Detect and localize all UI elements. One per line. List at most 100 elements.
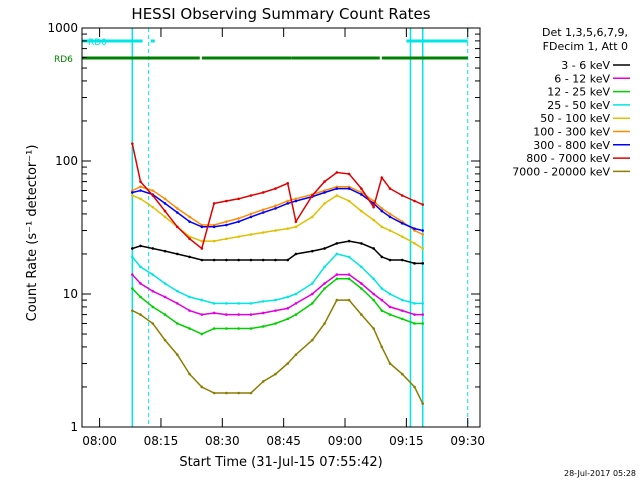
legend-entry-label: 6 - 12 keV xyxy=(554,72,610,85)
data-point xyxy=(294,353,298,356)
footer-timestamp: 28-Jul-2017 05:28 xyxy=(564,469,636,478)
data-point xyxy=(176,353,179,356)
data-point xyxy=(335,194,339,197)
series-line-4 xyxy=(132,194,424,250)
data-point xyxy=(360,193,363,196)
data-point xyxy=(274,298,277,302)
legend-entry-label: 800 - 7000 keV xyxy=(526,152,610,165)
data-point xyxy=(335,185,339,189)
data-point xyxy=(212,391,216,395)
data-point xyxy=(323,287,326,290)
data-point xyxy=(400,309,404,312)
data-point xyxy=(413,262,416,265)
data-point xyxy=(372,247,375,250)
y-tick-label: 10 xyxy=(63,287,78,301)
chart-title: HESSI Observing Summary Count Rates xyxy=(131,5,430,23)
data-point xyxy=(323,282,326,285)
data-point xyxy=(261,211,265,214)
data-point xyxy=(200,223,204,227)
data-point xyxy=(347,298,351,302)
data-point xyxy=(294,313,298,316)
data-point xyxy=(131,309,134,312)
data-point xyxy=(261,208,265,212)
data-point xyxy=(163,197,167,201)
data-point xyxy=(131,189,134,192)
data-point xyxy=(163,313,167,316)
series-line-1 xyxy=(131,273,423,316)
legend-entry-label: 7000 - 20000 keV xyxy=(512,165,610,178)
data-point xyxy=(139,295,142,299)
plot-frame xyxy=(81,27,481,428)
data-point xyxy=(400,222,404,225)
data-point xyxy=(225,327,228,330)
legend-entry-label: 100 - 300 keV xyxy=(533,126,610,139)
data-point xyxy=(286,181,290,185)
data-point xyxy=(131,273,134,276)
data-point xyxy=(261,325,265,328)
data-point xyxy=(176,322,179,325)
data-point xyxy=(237,235,240,238)
data-point xyxy=(400,235,404,238)
data-point xyxy=(261,191,265,194)
data-point xyxy=(294,220,298,223)
series-line-3 xyxy=(131,253,423,305)
series-line-8 xyxy=(131,299,424,404)
data-point xyxy=(421,402,425,405)
data-point xyxy=(139,180,142,183)
data-point xyxy=(274,204,277,208)
data-point xyxy=(294,197,298,201)
data-point xyxy=(286,317,290,321)
legend-entry-label: 3 - 6 keV xyxy=(561,59,610,72)
x-tick-label: 09:00 xyxy=(328,434,363,448)
data-point xyxy=(274,372,277,376)
x-tick-label: 08:00 xyxy=(82,434,117,448)
data-point xyxy=(400,317,404,321)
data-point xyxy=(131,142,134,145)
data-point xyxy=(380,287,384,290)
data-point xyxy=(261,258,265,262)
data-point xyxy=(413,227,416,230)
data-point xyxy=(286,295,290,299)
data-point xyxy=(151,205,155,209)
data-point xyxy=(360,265,363,269)
data-point xyxy=(139,282,142,285)
data-point xyxy=(294,252,298,256)
data-point xyxy=(372,205,375,209)
data-point xyxy=(372,292,375,296)
data-point xyxy=(380,207,384,210)
data-point xyxy=(388,292,392,296)
data-point xyxy=(413,322,416,325)
data-point xyxy=(380,225,384,229)
data-point xyxy=(237,220,240,223)
data-point xyxy=(131,247,134,250)
data-point xyxy=(139,197,142,201)
data-point xyxy=(200,332,204,336)
data-point xyxy=(151,273,155,276)
data-point xyxy=(335,298,339,302)
data-point xyxy=(347,255,351,259)
data-point xyxy=(163,202,167,205)
data-point xyxy=(421,203,425,206)
data-point xyxy=(413,199,416,203)
data-point xyxy=(323,202,326,205)
data-point xyxy=(413,242,416,245)
x-axis-label: Start Time (31-Jul-15 07:55:42) xyxy=(179,455,382,470)
data-point xyxy=(310,194,314,197)
flag-label-rd0: RD0 xyxy=(88,38,107,48)
data-point xyxy=(421,229,425,232)
data-point xyxy=(188,327,191,330)
data-point xyxy=(249,233,253,236)
data-point xyxy=(188,215,191,219)
data-point xyxy=(310,302,314,305)
data-point xyxy=(335,242,339,245)
data-point xyxy=(131,287,134,290)
series-line-6 xyxy=(132,187,423,232)
x-tick-label: 08:30 xyxy=(205,434,240,448)
series-line-5 xyxy=(131,186,424,236)
data-point xyxy=(380,345,384,349)
data-point xyxy=(188,255,191,259)
data-point xyxy=(261,231,265,234)
data-point xyxy=(421,262,425,265)
data-point xyxy=(188,237,191,241)
